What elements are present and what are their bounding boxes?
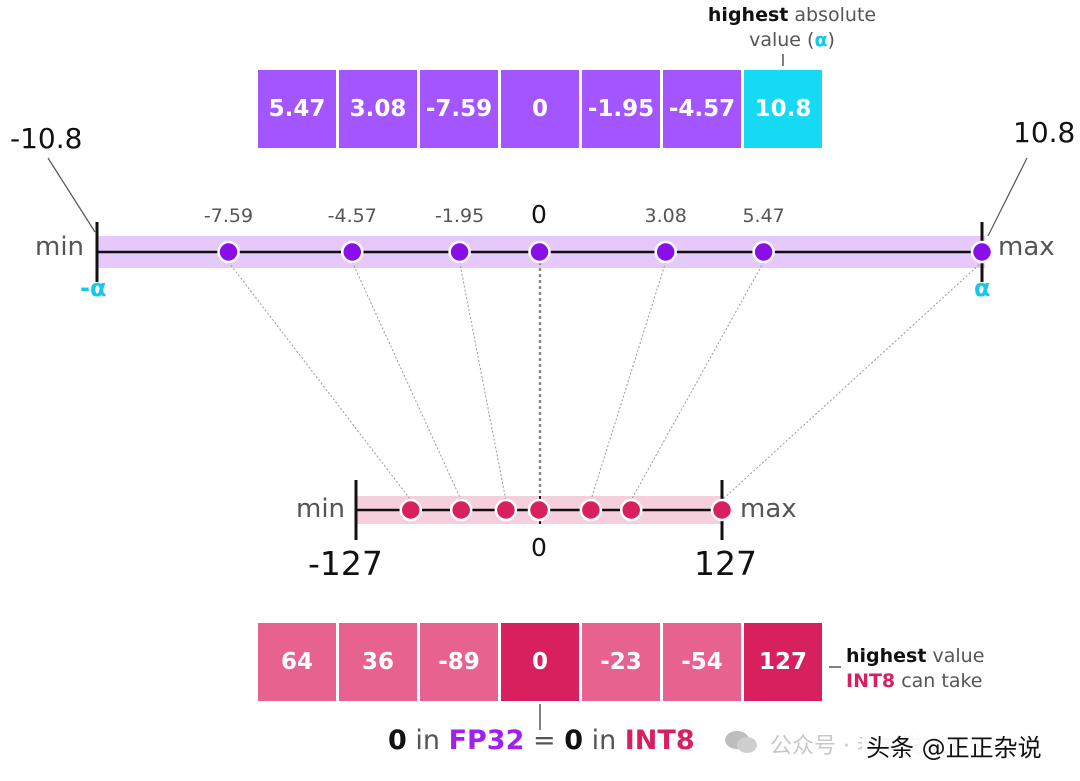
int8-note-rest2: can take — [895, 670, 983, 692]
int8-note-rest: value — [926, 645, 985, 667]
fp32-cell: 5.47 — [258, 70, 336, 148]
caption-int8: INT8 — [624, 725, 695, 756]
fp32-point-label: -1.95 — [435, 205, 485, 227]
int8-note-strong: highest — [846, 645, 927, 667]
alpha-note-line2: value ( — [749, 29, 815, 51]
fp32-points — [217, 240, 994, 264]
fp32-point — [528, 240, 551, 264]
left-value-callout — [47, 157, 96, 233]
int8-point — [527, 498, 551, 522]
mapping-line — [228, 261, 412, 501]
fp32-point — [217, 240, 240, 264]
fp32-point-label: -4.57 — [327, 205, 377, 227]
fp32-point-label: 3.08 — [644, 205, 687, 227]
alpha-note: highest absolute value (α) — [702, 3, 882, 53]
mapping-line — [630, 261, 765, 501]
fp32-point — [752, 240, 775, 264]
fp32-cell: 3.08 — [339, 70, 417, 148]
mapping-line — [590, 261, 667, 501]
int8-min-label: min — [296, 494, 346, 524]
fp32-cell: 0 — [501, 70, 579, 148]
mapping-line — [721, 261, 983, 501]
alpha-note-strong: highest — [707, 4, 789, 26]
mapping-lines — [228, 261, 983, 501]
int8-cell: 127 — [744, 623, 822, 701]
caption-in-2: in — [582, 725, 625, 756]
alpha-label: α — [974, 274, 991, 302]
fp32-point-label: -7.59 — [203, 205, 254, 227]
int8-note: highest value INT8 can take — [846, 644, 984, 694]
watermark-main — [724, 727, 758, 757]
int8-note-int8: INT8 — [846, 670, 896, 692]
fp32-point — [970, 240, 994, 264]
caption-eq: = — [524, 725, 565, 756]
int8-cell: 0 — [501, 623, 579, 701]
mapping-line — [459, 261, 507, 501]
fp32-point — [341, 240, 364, 264]
caption-zero-int8: 0 — [564, 725, 583, 756]
fp32-cell: -4.57 — [663, 70, 741, 148]
caption-fp32: FP32 — [448, 725, 525, 756]
int8-zero-label: 0 — [531, 533, 547, 562]
neg-alpha-dash: - — [80, 274, 90, 302]
int8-point — [494, 498, 518, 522]
int8-max-label: max — [740, 494, 797, 524]
fp32-max-label: max — [998, 232, 1055, 262]
fp32-cell: -1.95 — [582, 70, 660, 148]
fp32-min-label: min — [35, 232, 85, 262]
fp32-zero-label: 0 — [531, 200, 547, 229]
int8-left-value: -127 — [308, 544, 383, 583]
neg-alpha-symbol: α — [89, 274, 107, 302]
int8-cell: 36 — [339, 623, 417, 701]
fp32-cell: -7.59 — [420, 70, 498, 148]
caption-in-1: in — [406, 725, 449, 756]
int8-cell: -23 — [582, 623, 660, 701]
watermark-main-text: 头条 @正正杂说 — [862, 728, 1046, 763]
int8-cell: -54 — [663, 623, 741, 701]
fp32-right-value: 10.8 — [1013, 116, 1076, 149]
fp32-point-label: 5.47 — [742, 205, 785, 227]
int8-point — [579, 498, 603, 522]
mapping-line — [351, 261, 462, 501]
caption-zero-fp32: 0 — [388, 725, 407, 756]
alpha-note-symbol: α — [814, 29, 828, 51]
fp32-point — [448, 240, 471, 264]
alpha-note-rest: absolute — [788, 4, 877, 26]
alpha-note-close: ) — [827, 29, 835, 51]
int8-right-value: 127 — [694, 544, 757, 583]
int8-point — [449, 498, 473, 522]
fp32-left-value: -10.8 — [10, 122, 83, 155]
fp32-value-row: 5.47 3.08 -7.59 0 -1.95 -4.57 10.8 — [258, 70, 822, 148]
int8-cell: 64 — [258, 623, 336, 701]
bottom-caption: 0 in FP32 = 0 in INT8 — [388, 725, 695, 756]
int8-point — [399, 498, 423, 522]
watermark-chat-icon — [724, 730, 758, 753]
int8-value-row: 64 36 -89 0 -23 -54 127 — [258, 623, 822, 701]
int8-cell: -89 — [420, 623, 498, 701]
int8-point — [619, 498, 643, 522]
fp32-point — [654, 240, 677, 264]
fp32-cell: 10.8 — [744, 70, 822, 148]
int8-point — [710, 498, 734, 522]
int8-points — [399, 498, 734, 522]
right-value-callout — [987, 157, 1028, 237]
neg-alpha-label: -α — [80, 274, 106, 302]
